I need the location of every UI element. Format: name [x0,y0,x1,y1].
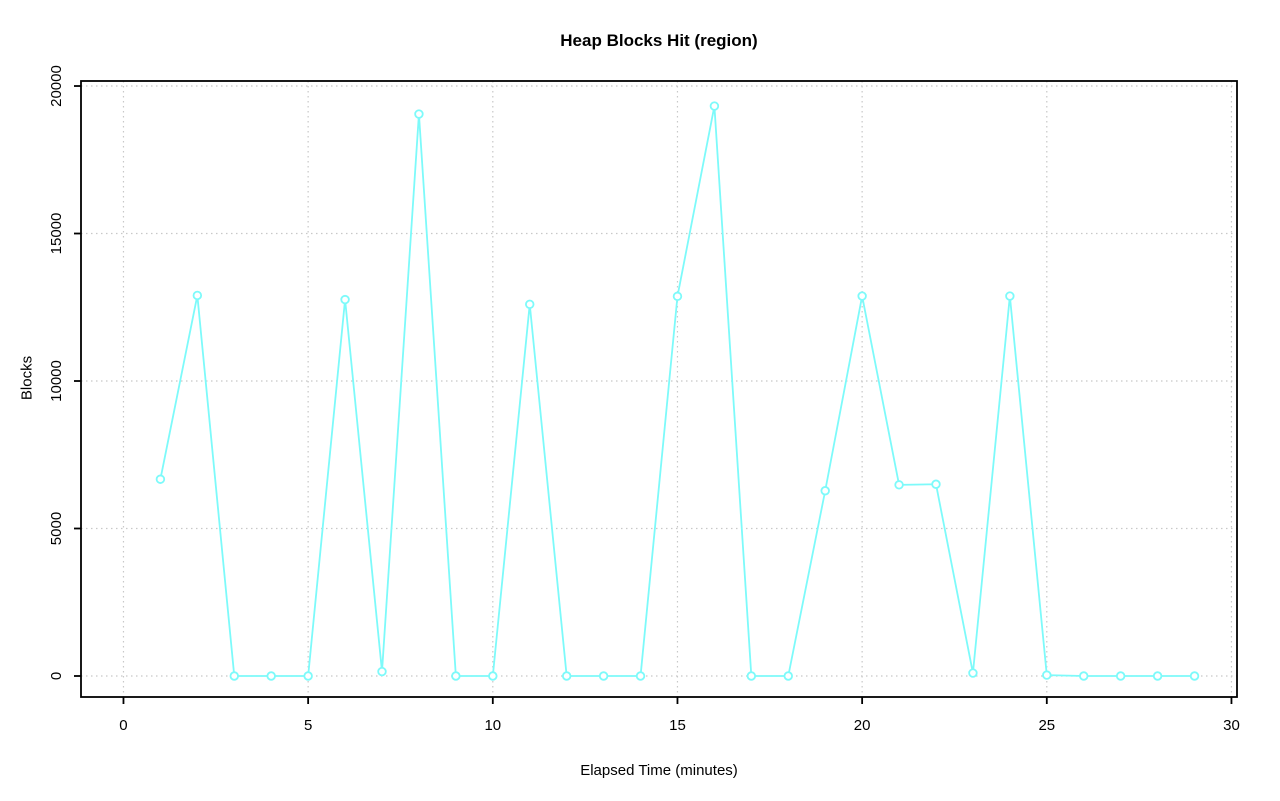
data-point [783,671,793,681]
x-tick-label: 20 [854,717,871,734]
data-point [155,474,166,484]
data-point [857,291,867,301]
data-point [451,671,461,681]
x-axis-label: Elapsed Time (minutes) [580,762,738,779]
data-point [672,291,683,302]
data-point [598,671,609,681]
plot-box [80,80,1238,698]
data-point [1152,671,1163,681]
data-point [192,290,203,301]
data-point [1115,671,1126,681]
y-tick-label: 5000 [48,512,65,545]
data-point [635,671,646,681]
data-point [377,666,387,677]
data-point [1042,670,1052,680]
data-point [340,294,350,305]
x-tick-label: 30 [1223,717,1240,734]
data-point [1079,671,1089,681]
data-point [561,671,572,681]
chart-title: Heap Blocks Hit (region) [560,31,758,50]
y-tick-label: 10000 [48,360,65,402]
data-point [931,479,941,489]
y-tick-label: 0 [48,672,65,680]
data-point [488,671,498,681]
x-tick-label: 25 [1038,717,1055,734]
y-tick-label: 15000 [48,213,65,255]
x-tick-label: 15 [669,717,686,734]
data-point [1005,291,1015,301]
x-tick-label: 5 [304,717,312,734]
data-point [894,480,904,490]
y-tick-label: 20000 [48,65,65,107]
y-axis-label: Blocks [18,355,36,401]
data-point [303,671,313,681]
data-point [1189,671,1200,681]
data-point [746,671,757,681]
x-tick-label: 10 [484,717,501,734]
data-point [266,671,276,681]
x-tick-label: 0 [119,717,127,734]
data-point [709,101,720,111]
data-point [229,671,239,681]
data-point [968,668,978,678]
data-point [820,486,830,496]
data-point [525,299,535,310]
data-point [414,109,424,119]
